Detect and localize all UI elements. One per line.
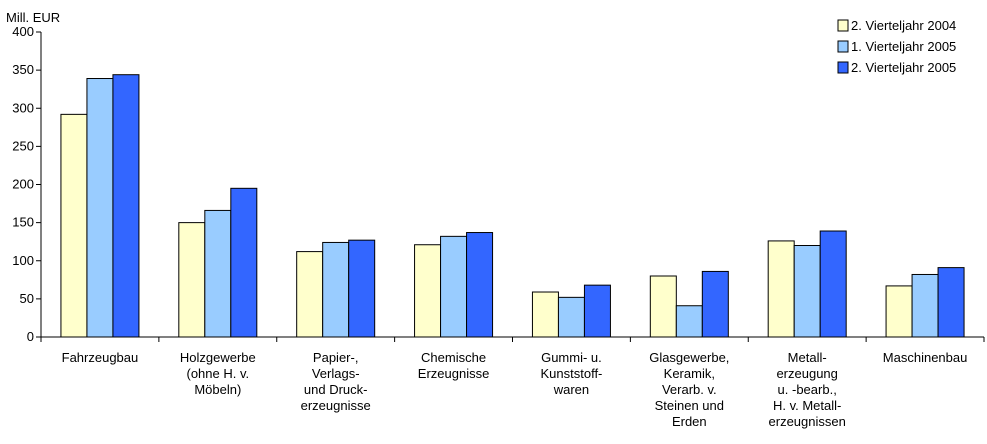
- x-category-label: Metall-erzeugung u. -bearb., H. v. Metall-…: [769, 350, 846, 429]
- legend-swatch: [837, 40, 849, 53]
- x-category-label-line: H. v. Metall-: [773, 398, 841, 413]
- y-tick-label: 400: [12, 24, 34, 39]
- bar-6-0: [767, 240, 795, 338]
- x-category-label-line: erzeugung: [776, 366, 837, 381]
- bar-series: [60, 74, 965, 338]
- bar-1-2: [230, 187, 258, 338]
- x-category-label-line: Metall-: [788, 350, 827, 365]
- x-category-label-line: Glasgewerbe,: [649, 350, 729, 365]
- bar-1-1: [204, 209, 232, 338]
- y-tick-label: 300: [12, 100, 34, 115]
- bar-4-2: [583, 284, 611, 338]
- x-axis-labels: Fahrzeugbau Holzgewerbe (ohne H. v. Möbeln)…: [40, 337, 985, 429]
- bar-7-1: [911, 273, 939, 338]
- x-category-label-line: Chemische: [421, 350, 486, 365]
- x-category-label-line: Verlags-: [312, 366, 360, 381]
- x-category-label-line: (ohne H. v.: [187, 366, 250, 381]
- bar-4-0: [531, 291, 559, 338]
- bar-1-0: [178, 222, 206, 338]
- x-category-label-line: Verarb. v.: [662, 382, 717, 397]
- bar-2-0: [296, 251, 324, 338]
- x-category-label-line: und Druck-: [304, 382, 368, 397]
- x-category-label-line: Maschinenbau: [883, 350, 968, 365]
- x-category-label-line: erzeugnissen: [769, 414, 846, 429]
- x-category-label: Chemische Erzeugnisse: [418, 350, 490, 381]
- bar-0-2: [112, 74, 140, 338]
- bar-3-1: [440, 235, 468, 338]
- bar-2-1: [322, 241, 350, 338]
- bar-0-0: [60, 113, 88, 338]
- x-category-label-line: Gummi- u.: [541, 350, 602, 365]
- x-category-label: Holzgewerbe (ohne H. v. Möbeln): [180, 350, 256, 397]
- y-axis-unit-label: Mill. EUR: [6, 10, 60, 25]
- bar-5-0: [649, 275, 677, 338]
- x-category-label-line: waren: [553, 382, 589, 397]
- x-category-label: Gummi- u. Kunststoff-waren: [540, 350, 602, 397]
- y-tick-label: 50: [20, 291, 34, 306]
- x-category-label-line: Erzeugnisse: [418, 366, 490, 381]
- x-category-label-line: erzeugnisse: [301, 398, 371, 413]
- legend-label: 2. Vierteljahr 2005: [851, 60, 956, 75]
- x-category-label: Glasgewerbe, Keramik, Verarb. v. Steinen un…: [649, 350, 729, 429]
- bar-7-2: [937, 267, 965, 338]
- y-tick-label: 350: [12, 62, 34, 77]
- legend-label: 1. Vierteljahr 2005: [851, 39, 956, 54]
- x-category-label-line: Erden: [672, 414, 707, 429]
- y-tick-label: 0: [27, 329, 34, 344]
- bar-2-2: [348, 239, 376, 338]
- legend: 2. Vierteljahr 2004 1. Vierteljahr 2005 2.…: [837, 18, 956, 75]
- x-category-label-line: Kunststoff-: [540, 366, 602, 381]
- x-category-label: Maschinenbau: [883, 350, 968, 365]
- bar-3-2: [466, 232, 494, 338]
- y-axis-ticks: 0 50 100 150 200 250 300 350 400: [12, 24, 41, 344]
- bar-3-0: [414, 244, 442, 338]
- x-category-label-line: Holzgewerbe: [180, 350, 256, 365]
- legend-swatch: [837, 19, 849, 32]
- y-tick-label: 200: [12, 177, 34, 192]
- x-category-label-line: Möbeln): [194, 382, 241, 397]
- bar-0-1: [86, 78, 114, 338]
- y-tick-label: 250: [12, 138, 34, 153]
- bar-6-1: [793, 245, 821, 338]
- bar-4-1: [557, 296, 585, 338]
- legend-swatch: [837, 61, 849, 74]
- y-tick-label: 100: [12, 253, 34, 268]
- bar-5-2: [701, 270, 729, 338]
- x-category-label-line: Fahrzeugbau: [62, 350, 139, 365]
- x-category-label-line: Keramik,: [664, 366, 715, 381]
- x-category-label-line: u. -bearb.,: [778, 382, 837, 397]
- bar-5-1: [675, 305, 703, 338]
- x-category-label: Papier-, Verlags-und Druck-erzeugnisse: [301, 350, 371, 413]
- x-category-label-line: Steinen und: [655, 398, 724, 413]
- bar-7-0: [885, 285, 913, 338]
- x-category-label-line: Papier-,: [313, 350, 359, 365]
- bar-6-2: [819, 230, 847, 338]
- x-category-label: Fahrzeugbau: [62, 350, 139, 365]
- y-tick-label: 150: [12, 215, 34, 230]
- legend-label: 2. Vierteljahr 2004: [851, 18, 956, 33]
